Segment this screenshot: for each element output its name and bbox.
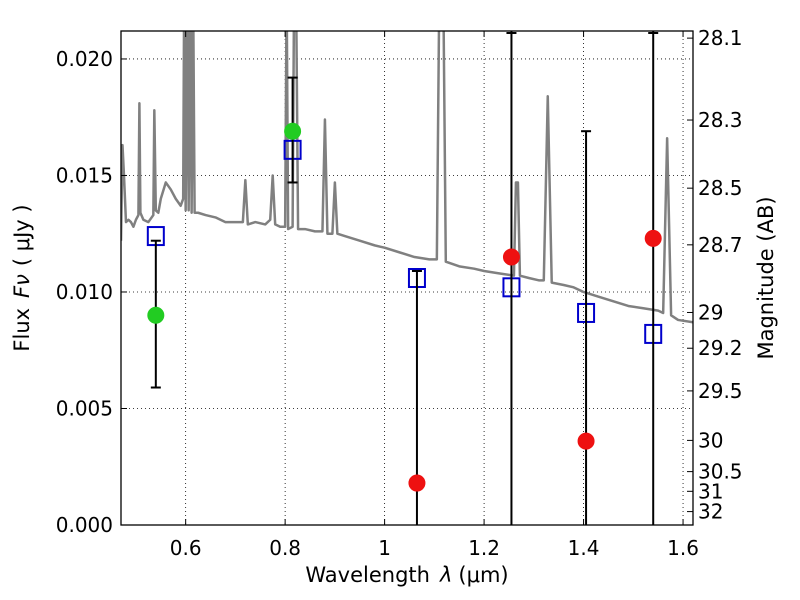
y2-axis-title: Magnitude (AB) (754, 196, 778, 359)
y-tick-label: 0.015 (56, 163, 113, 187)
upper-limit-marker (577, 432, 595, 450)
y2-tick-label: 29.2 (698, 336, 743, 360)
x-axis-title: Wavelength λ (μm) (305, 563, 508, 587)
x-tick-label: 0.8 (269, 536, 301, 560)
spectrum-line (121, 31, 693, 324)
y2-tick-label: 32 (698, 500, 723, 524)
detection-marker (147, 306, 165, 324)
y2-tick-label: 28.7 (698, 233, 743, 257)
y2-tick-label: 29.5 (698, 379, 743, 403)
x-tick-label: 1.4 (568, 536, 600, 560)
y2-tick-label: 28.3 (698, 108, 743, 132)
x-tick-label: 1.2 (468, 536, 500, 560)
y-tick-label: 0.010 (56, 280, 113, 304)
y2-tick-label: 30 (698, 428, 723, 452)
y2-tick-label: 28.1 (698, 26, 743, 50)
x-axis-symbol: λ (439, 563, 452, 587)
x-tick-label: 1 (378, 536, 391, 560)
upper-limit-marker (408, 474, 426, 492)
y-axis-unit: ( μJy ) (10, 204, 34, 266)
y2-tick-label: 31 (698, 479, 723, 503)
y2-tick-label: 29 (698, 300, 723, 324)
ticks: 0.6 0.8 1 1.2 1.4 1.6 0.000 0.005 0.010 0.015 0.02… (56, 26, 743, 560)
x-axis-label: Wavelength (305, 563, 430, 587)
y-tick-label: 0.000 (56, 513, 113, 537)
y-axis-label: Flux (10, 308, 34, 352)
x-axis-unit: (μm) (458, 563, 508, 587)
y-tick-label: 0.005 (56, 396, 113, 420)
detection-marker (284, 122, 302, 140)
y2-tick-label: 30.5 (698, 460, 743, 484)
plot-frame (120, 30, 694, 526)
x-tick-label: 0.6 (170, 536, 202, 560)
y-tick-label: 0.020 (56, 47, 113, 71)
data-layer (121, 31, 693, 525)
y2-tick-label: 28.5 (698, 176, 743, 200)
plot-background (121, 31, 693, 525)
y-axis-title: Flux Fν ( μJy ) (10, 204, 34, 351)
upper-limit-marker (644, 229, 662, 247)
x-tick-label: 1.6 (667, 536, 699, 560)
y-axis-symbol: Fν (10, 274, 34, 298)
upper-limit-marker (502, 248, 520, 266)
